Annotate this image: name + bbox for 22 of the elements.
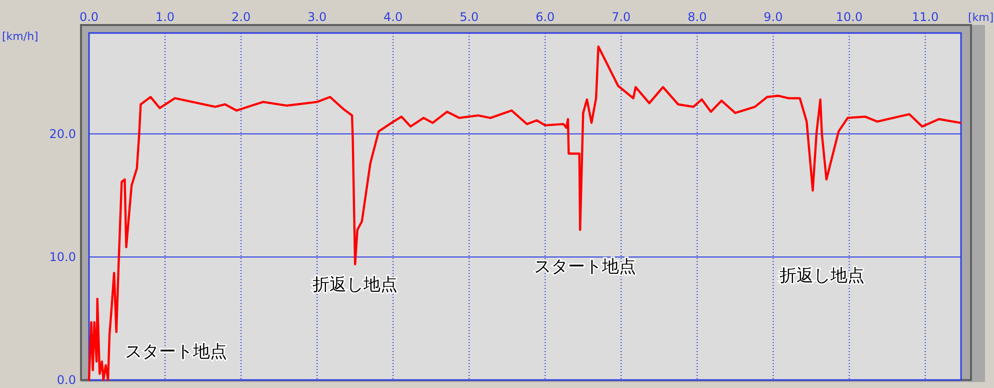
y-tick-label: 10.0 — [49, 250, 76, 264]
y-tick-label: 0.0 — [56, 373, 76, 387]
x-tick-label: 11.0 — [912, 10, 939, 24]
x-axis-title: [km] — [968, 11, 994, 24]
x-tick-label: 10.0 — [836, 10, 863, 24]
annotation: スタート地点 — [125, 342, 227, 362]
x-tick-label: 1.0 — [155, 10, 175, 24]
annotation: 折返し地点 — [780, 266, 864, 286]
x-tick-label: 7.0 — [612, 10, 631, 24]
x-tick-label: 3.0 — [308, 10, 327, 24]
annotation: スタート地点 — [534, 257, 636, 277]
x-tick-label: 9.0 — [764, 10, 783, 24]
x-tick-label: 2.0 — [232, 10, 251, 24]
annotation: 折返し地点 — [312, 275, 398, 295]
x-tick-label: 0.0 — [79, 10, 99, 24]
x-tick-label: 6.0 — [536, 10, 555, 24]
x-tick-label: 4.0 — [384, 10, 403, 24]
line-series — [88, 45, 962, 382]
y-tick-label: 20.0 — [49, 126, 76, 141]
x-tick-label: 8.0 — [688, 10, 707, 24]
x-tick-label: 5.0 — [460, 10, 479, 24]
y-axis-title: [km/h] — [2, 30, 38, 43]
